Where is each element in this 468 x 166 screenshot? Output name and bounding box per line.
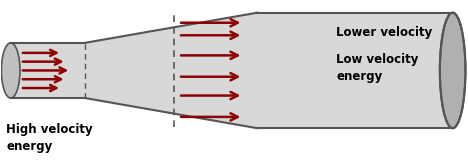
Polygon shape <box>11 43 85 98</box>
Text: Lower velocity: Lower velocity <box>336 26 432 39</box>
Text: Low velocity
energy: Low velocity energy <box>336 53 419 83</box>
Polygon shape <box>85 13 257 128</box>
Ellipse shape <box>440 13 466 128</box>
Ellipse shape <box>1 43 20 98</box>
Text: High velocity
energy: High velocity energy <box>6 123 93 153</box>
Polygon shape <box>257 13 453 128</box>
